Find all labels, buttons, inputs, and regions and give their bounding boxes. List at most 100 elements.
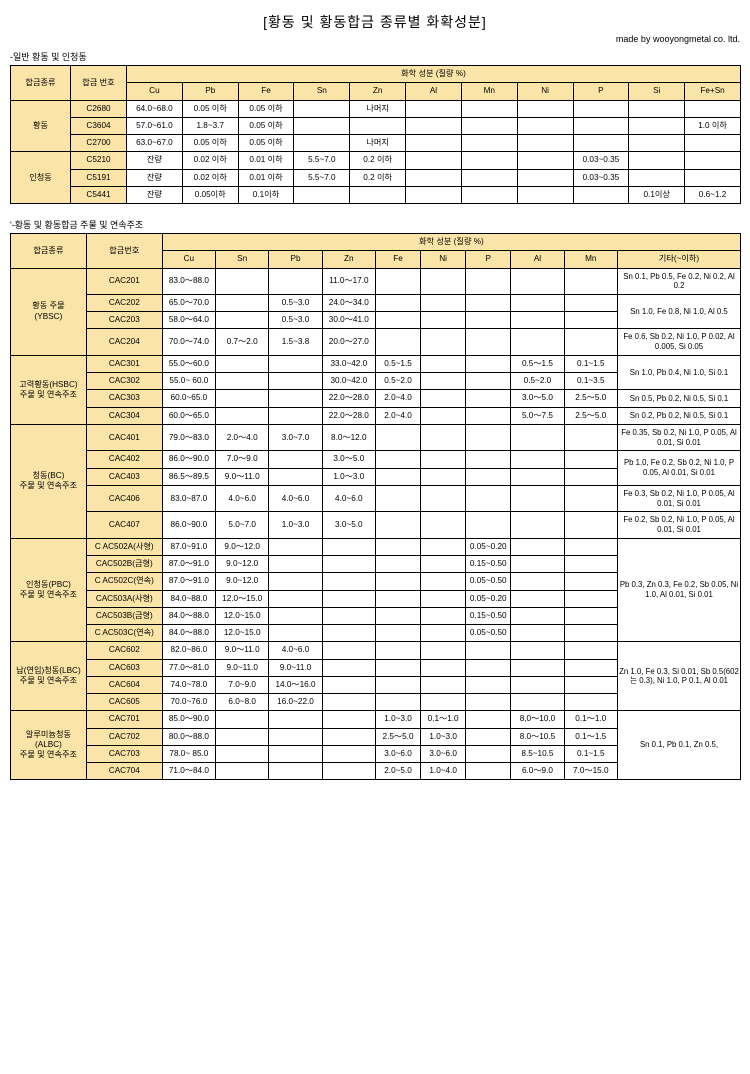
val-Fe: 0.05 이하 — [238, 135, 294, 152]
alloy-num: CAC407 — [86, 512, 162, 538]
val-Al — [406, 169, 462, 186]
val-Zn — [350, 117, 406, 134]
col-Sn: Sn — [294, 83, 350, 100]
val-Zn: 0.2 이하 — [350, 169, 406, 186]
val-etc: Sn 0.1, Pb 0.5, Fe 0.2, Ni 0.2, Al 0.2 — [617, 268, 740, 294]
val-Al — [511, 294, 564, 311]
val-Pb — [269, 451, 322, 468]
val-Sn: 12.0~15.0 — [216, 625, 269, 642]
chem-header: 화학 성분 (질량 %) — [127, 66, 741, 83]
val-Ni — [421, 294, 466, 311]
alloy-num: CAC605 — [86, 694, 162, 711]
chem-header: 화학 성분 (질량 %) — [162, 234, 740, 251]
val-Cu: 70.0～74.0 — [162, 329, 215, 355]
val-Pb: 0.05 이하 — [182, 100, 238, 117]
alloy-num: CAC603 — [86, 659, 162, 676]
val-Sn — [216, 373, 269, 390]
val-Ni — [421, 390, 466, 407]
val-Zn: 나머지 — [350, 135, 406, 152]
alloy-num: CAC202 — [86, 294, 162, 311]
val-Zn — [322, 538, 375, 555]
val-Sn: 12.0～15.0 — [216, 590, 269, 607]
col-Al: Al — [511, 251, 564, 268]
val-Zn: 0.2 이하 — [350, 152, 406, 169]
val-Pb: 4.0~6.0 — [269, 485, 322, 511]
val-FeSn: 1.0 이하 — [685, 117, 741, 134]
val-Al — [406, 186, 462, 203]
val-Al — [511, 424, 564, 450]
group-name: 청동(BC)주물 및 연속주조 — [11, 424, 87, 538]
val-Cu: 85.0～90.0 — [162, 711, 215, 728]
col-P: P — [466, 251, 511, 268]
val-Pb: 0.5~3.0 — [269, 312, 322, 329]
alloy-num: CAC604 — [86, 676, 162, 693]
col-Zn: Zn — [350, 83, 406, 100]
val-FeSn — [685, 169, 741, 186]
group-name: 인청동 — [11, 152, 71, 204]
val-P: 0.05~0.20 — [466, 590, 511, 607]
val-Mn — [564, 451, 617, 468]
val-Pb — [269, 355, 322, 372]
val-Ni — [421, 573, 466, 590]
val-Cu: 74.0~78.0 — [162, 676, 215, 693]
val-Zn — [322, 745, 375, 762]
col-Sn: Sn — [216, 251, 269, 268]
alloy-num: CAC401 — [86, 424, 162, 450]
val-etc: Pb 1.0, Fe 0.2, Sb 0.2, Ni 1.0, P 0.05, … — [617, 451, 740, 486]
val-Sn: 9.0~12.0 — [216, 573, 269, 590]
val-Cu: 63.0~67.0 — [127, 135, 183, 152]
val-Mn — [564, 485, 617, 511]
val-Cu: 82.0~86.0 — [162, 642, 215, 659]
val-Al: 8.5~10.5 — [511, 745, 564, 762]
alloy-num: C AC502A(사형) — [86, 538, 162, 555]
val-etc: Fe 0.3, Sb 0.2, Ni 1.0, P 0.05, Al 0.01,… — [617, 485, 740, 511]
val-P — [466, 407, 511, 424]
val-P: 0.05~0.50 — [466, 573, 511, 590]
val-Zn: 3.0~5.0 — [322, 512, 375, 538]
col-기타(~이하): 기타(~이하) — [617, 251, 740, 268]
val-Al — [511, 538, 564, 555]
val-Ni — [421, 556, 466, 573]
val-Sn: 9.0～12.0 — [216, 538, 269, 555]
val-P: 0.03~0.35 — [573, 152, 629, 169]
val-Zn — [322, 694, 375, 711]
val-Cu: 60.0～65.0 — [162, 407, 215, 424]
alloy-num: CAC701 — [86, 711, 162, 728]
val-Fe — [375, 312, 420, 329]
val-Zn — [322, 711, 375, 728]
group-name: 황동 — [11, 100, 71, 152]
val-Al: 5.0～7.5 — [511, 407, 564, 424]
val-Mn — [564, 642, 617, 659]
val-Cu: 86.5～89.5 — [162, 468, 215, 485]
val-Al: 3.0～5.0 — [511, 390, 564, 407]
alloy-num: CAC201 — [86, 268, 162, 294]
val-etc: Pb 0.3, Zn 0.3, Fe 0.2, Sb 0.05, Ni 1.0,… — [617, 538, 740, 642]
table2: 합금종류합금번호화학 성분 (질량 %)CuSnPbZnFeNiPAlMn기타(… — [10, 233, 741, 780]
alloy-num: CAC204 — [86, 329, 162, 355]
val-Sn — [216, 711, 269, 728]
col-Mn: Mn — [461, 83, 517, 100]
val-P — [466, 451, 511, 468]
val-Sn — [294, 186, 350, 203]
val-Mn — [564, 468, 617, 485]
val-Pb — [269, 390, 322, 407]
val-Fe — [375, 573, 420, 590]
val-Ni — [421, 625, 466, 642]
val-Ni: 0.1～1.0 — [421, 711, 466, 728]
val-Al — [511, 268, 564, 294]
val-Cu: 80.0～88.0 — [162, 728, 215, 745]
col-Fe: Fe — [375, 251, 420, 268]
val-Mn — [564, 294, 617, 311]
val-Mn — [564, 573, 617, 590]
val-Ni — [421, 373, 466, 390]
val-P: 0.05~0.20 — [466, 538, 511, 555]
val-Mn — [564, 424, 617, 450]
col-Al: Al — [406, 83, 462, 100]
val-Mn: 0.1～1.0 — [564, 711, 617, 728]
col-Cu: Cu — [162, 251, 215, 268]
val-Cu: 84.0~88.0 — [162, 590, 215, 607]
val-Pb: 9.0~11.0 — [269, 659, 322, 676]
col-num: 합금 번호 — [71, 66, 127, 101]
val-Cu: 79.0～83.0 — [162, 424, 215, 450]
alloy-num: C AC502C(연속) — [86, 573, 162, 590]
